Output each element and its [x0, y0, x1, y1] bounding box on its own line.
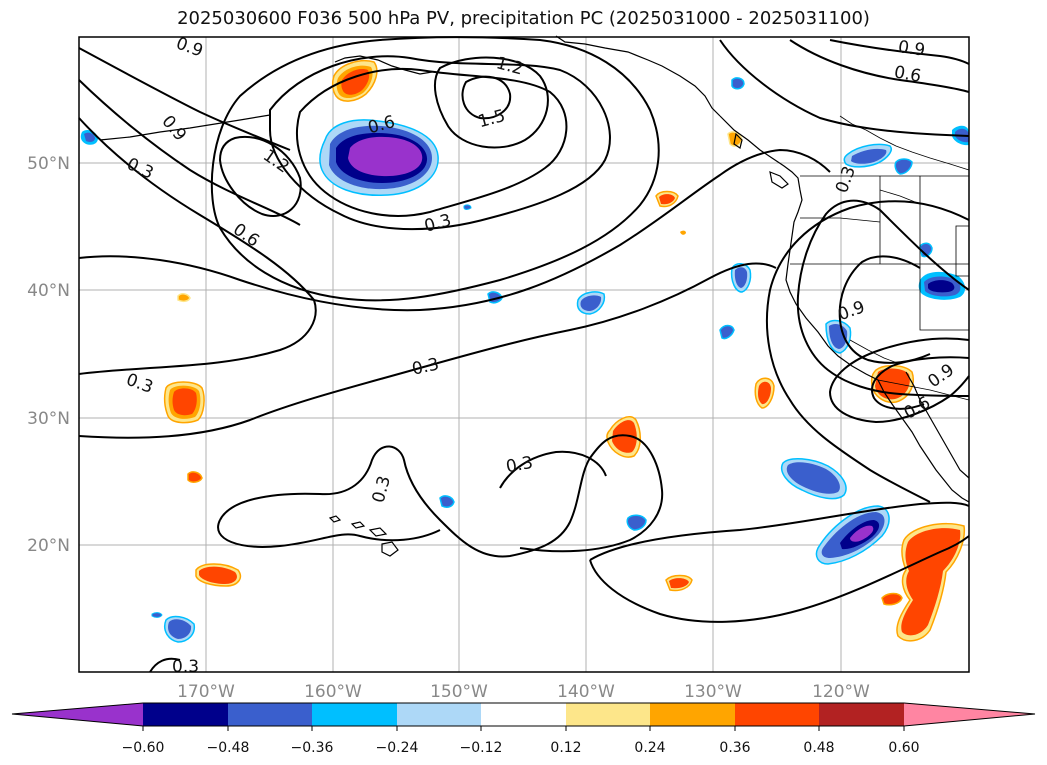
pv-contour-0.3-subtropics-west [217, 519, 441, 548]
pv-contour-1.5-inner [461, 75, 512, 120]
pv-contour-0.9-ne [829, 39, 970, 65]
pv-contour-0.6-trough [796, 199, 970, 397]
lon-label: 150°W [430, 682, 488, 702]
colorbar-tick-label: −0.12 [460, 740, 503, 756]
pv-contour-0.6-low [871, 356, 970, 410]
pv-contour-1.2-center [296, 68, 568, 217]
lon-label: 120°W [812, 682, 870, 702]
colorbar-segment [650, 703, 735, 726]
pv-contour-0.3-south-lower [589, 535, 970, 623]
pv-contour-0.3-south-upper [589, 501, 970, 561]
contour-label: 0.6 [893, 62, 923, 86]
lon-label: 130°W [684, 682, 742, 702]
pv-contour-0.3-subtropics-mid [499, 450, 607, 489]
pv-contour-0.9-nw [78, 47, 291, 151]
colorbar-segment [312, 703, 397, 726]
colorbar-tick-label: −0.36 [291, 740, 334, 756]
lat-label: 50°N [27, 154, 70, 174]
lat-label: 40°N [27, 281, 70, 301]
pv-contour-0.3-trough [765, 200, 970, 503]
colorbar-tick-label: −0.24 [376, 740, 419, 756]
pv-contour-0.3-subtropics-east [219, 434, 664, 558]
colorbar-tick-label: 0.12 [550, 740, 581, 756]
colorbar-tick-label: 0.48 [803, 740, 834, 756]
colorbar-segment [481, 703, 566, 726]
colorbar-segment [819, 703, 904, 726]
pv-contour-0.6-ne [789, 39, 970, 93]
pv-contour-0.9-trough [838, 255, 931, 364]
map-frame [78, 36, 970, 673]
contour-label: 0.9 [897, 37, 927, 61]
colorbar-tick-label: −0.60 [122, 740, 165, 756]
map-title: 2025030600 F036 500 hPa PV, precipitatio… [177, 8, 870, 29]
lat-label: 20°N [27, 536, 70, 556]
pv-contour-0.3-south [78, 262, 777, 439]
pv-contour-1.2-left [218, 135, 302, 217]
colorbar-extend-high [904, 703, 1035, 726]
pv-contour-0.3-ne [719, 39, 970, 137]
contour-label: 0.3 [172, 657, 199, 677]
lat-tick-labels: 50°N 40°N 30°N 20°N [27, 154, 70, 556]
colorbar-segment [397, 703, 481, 726]
pv-contour-0.9-center [269, 55, 611, 231]
colorbar-segment [228, 703, 312, 726]
pv-contour-0.3-bottom [149, 657, 181, 673]
colorbar-segment [143, 703, 228, 726]
lat-label: 30°N [27, 409, 70, 429]
coastlines [99, 35, 970, 557]
lon-label: 170°W [177, 682, 235, 702]
lon-label: 140°W [557, 682, 615, 702]
pv-contour-0.3-main [78, 148, 831, 312]
pv-contour-0.9-low [828, 337, 970, 424]
contour-label: 0.3 [504, 453, 534, 477]
colorbar-tick-label: 0.24 [634, 740, 665, 756]
colorbar-tick-label: 0.60 [888, 740, 919, 756]
pv-contour-1.5-outer [433, 56, 549, 149]
colorbar-segment [566, 703, 650, 726]
colorbar-segment [735, 703, 819, 726]
colorbar: −0.60 −0.48 −0.36 −0.24 −0.12 0.12 0.24 … [11, 702, 1036, 756]
colorbar-tick-label: −0.48 [207, 740, 250, 756]
lon-label: 160°W [304, 682, 362, 702]
pv-contours [78, 36, 970, 673]
colorbar-extend-low [12, 703, 143, 726]
colorbar-tick-label: 0.36 [719, 740, 750, 756]
lon-tick-labels: 170°W 160°W 150°W 140°W 130°W 120°W [177, 682, 870, 702]
pv-contour-0.3-west [78, 117, 317, 375]
precip-shading [80, 60, 969, 643]
pv-contour-0.6-nw [78, 79, 301, 226]
